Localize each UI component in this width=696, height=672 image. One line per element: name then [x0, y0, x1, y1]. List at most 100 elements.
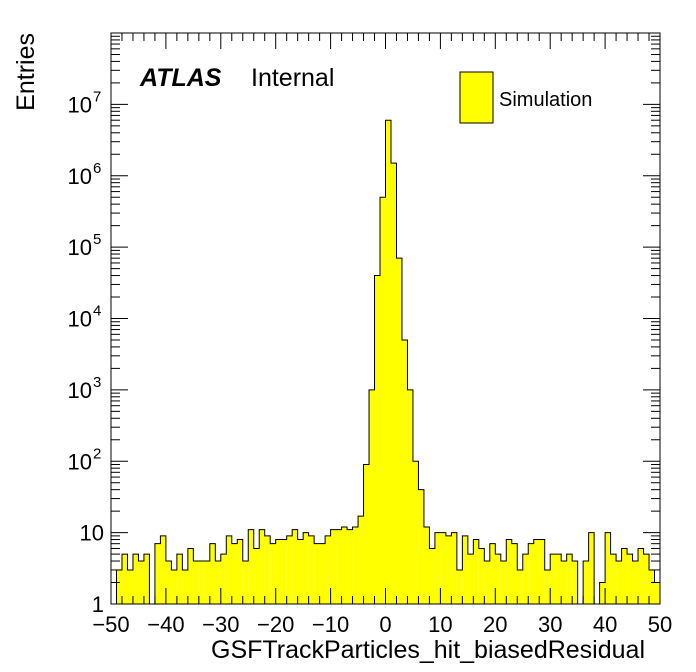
histogram-bar [429, 548, 435, 604]
histogram-bar [308, 535, 315, 604]
histogram-bar [528, 543, 534, 604]
histogram-bar [132, 554, 139, 604]
histogram-bar [539, 539, 545, 604]
histogram-bar [264, 535, 271, 604]
atlas-status-text: Internal [251, 64, 334, 92]
histogram-bar [336, 529, 342, 604]
histogram-bar [242, 561, 249, 604]
histogram-bar [385, 120, 391, 604]
x-tick-label: −10 [312, 612, 349, 637]
histogram-bar [209, 543, 216, 604]
x-tick-label: 20 [483, 612, 507, 637]
histogram-bar [473, 539, 479, 604]
histogram-bar [555, 554, 562, 604]
histogram-bar [292, 529, 298, 604]
histogram-bar [495, 554, 501, 604]
histogram-bar [434, 532, 441, 604]
histogram-bar [165, 561, 172, 604]
histogram-bar [237, 539, 243, 604]
histogram-bar [204, 561, 210, 604]
x-tick-label: 10 [428, 612, 452, 637]
histogram-bar [423, 526, 430, 604]
legend-swatch-simulation [459, 71, 494, 124]
histogram-bar [193, 561, 199, 604]
histogram-bar [275, 539, 282, 604]
histogram-bar [259, 529, 265, 604]
histogram-bar [347, 529, 353, 604]
x-tick-label: −30 [202, 612, 239, 637]
histogram-bar [303, 532, 309, 604]
histogram-bar [489, 543, 496, 604]
histogram-bar [396, 258, 402, 604]
histogram-bar [572, 561, 578, 604]
histogram-bar [610, 554, 617, 604]
y-tick-label-exponent: 5 [93, 231, 101, 248]
histogram-bar [220, 554, 227, 604]
x-axis-tick-labels: −50 −40 −30 −20 −10 0 10 20 30 40 50 [92, 612, 672, 637]
histogram-bar [248, 529, 254, 604]
histogram-bar [654, 582, 660, 604]
histogram-bar [231, 543, 238, 604]
histogram-bar [314, 543, 320, 604]
histogram-bar [599, 582, 606, 604]
histogram-bar [358, 516, 364, 604]
histogram-bar [445, 535, 452, 604]
legend-label-simulation: Simulation [499, 89, 592, 111]
histogram-bar [325, 535, 331, 604]
histogram-bar [484, 561, 490, 604]
histogram-bar [116, 569, 122, 604]
histogram-bar [390, 163, 397, 604]
histogram-bar [407, 389, 413, 604]
histogram-bar [583, 561, 589, 604]
histogram-bar [341, 526, 348, 604]
histogram-bar [138, 561, 144, 604]
x-tick-label: 0 [379, 612, 391, 637]
histogram-bar [478, 548, 485, 604]
x-tick-label: 30 [538, 612, 562, 637]
histogram-bar [412, 461, 419, 604]
histogram-bar [401, 339, 408, 604]
histogram-bar [506, 539, 512, 604]
histogram-bar [643, 554, 650, 604]
histogram-bar [369, 389, 375, 604]
x-tick-label: −20 [257, 612, 294, 637]
y-tick-label: 10 [68, 449, 92, 474]
histogram-bar [281, 539, 287, 604]
y-tick-label-exponent: 7 [93, 88, 101, 105]
histogram-bar [226, 535, 232, 604]
histogram-bar [467, 554, 474, 604]
y-tick-label-exponent: 2 [93, 445, 101, 462]
histogram-bar [297, 539, 304, 604]
y-tick-label: 10 [68, 235, 92, 260]
y-tick-label: 10 [68, 92, 92, 117]
histogram-bar [319, 543, 326, 604]
histogram-bar [522, 554, 529, 604]
y-tick-label-exponent: 4 [93, 303, 101, 320]
atlas-experiment-text: ATLAS [139, 64, 222, 92]
histogram-bar [374, 275, 381, 604]
histogram-bar [605, 532, 611, 604]
histogram-bar [143, 554, 150, 604]
y-tick-label-exponent: 6 [93, 160, 101, 177]
histogram-bars [111, 119, 661, 605]
histogram-bar [182, 569, 188, 604]
histogram-bar [121, 554, 128, 604]
y-tick-label-exponent: 3 [93, 374, 101, 391]
y-axis-ticks [111, 35, 660, 605]
histogram-bar [187, 548, 194, 604]
y-tick-label: 1 [92, 592, 104, 617]
histogram-bar [511, 543, 518, 604]
histogram-bar [198, 561, 205, 604]
histogram-bar [462, 535, 468, 604]
histogram-bar [451, 532, 457, 604]
histogram-bar [533, 539, 540, 604]
histogram-bar [561, 561, 567, 604]
histogram-bar [456, 569, 463, 604]
histogram-bar [176, 554, 183, 604]
histogram-bar [544, 569, 551, 604]
y-tick-label: 10 [68, 164, 92, 189]
x-tick-label: 40 [593, 612, 617, 637]
histogram-bar [127, 569, 133, 604]
